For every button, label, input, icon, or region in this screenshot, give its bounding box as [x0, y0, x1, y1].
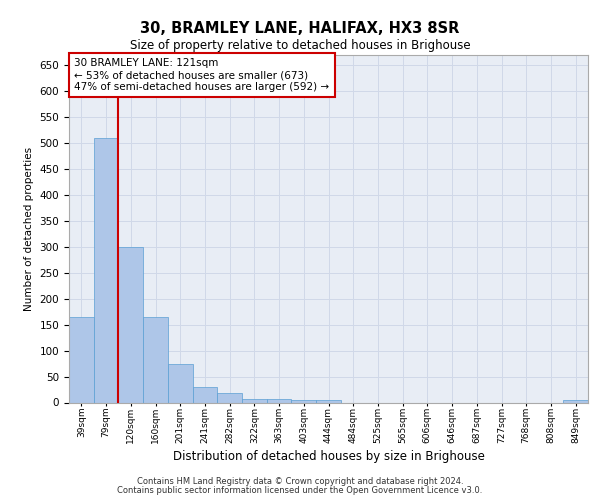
Bar: [316, 400, 341, 402]
Bar: [292, 400, 316, 402]
Bar: [118, 247, 143, 402]
Text: 30, BRAMLEY LANE, HALIFAX, HX3 8SR: 30, BRAMLEY LANE, HALIFAX, HX3 8SR: [140, 21, 460, 36]
Bar: [267, 399, 292, 402]
Bar: [143, 317, 168, 402]
Bar: [242, 399, 267, 402]
Bar: [94, 138, 118, 402]
Text: Size of property relative to detached houses in Brighouse: Size of property relative to detached ho…: [130, 39, 470, 52]
Bar: [563, 400, 588, 402]
Bar: [69, 317, 94, 402]
Bar: [168, 364, 193, 403]
Text: 30 BRAMLEY LANE: 121sqm
← 53% of detached houses are smaller (673)
47% of semi-d: 30 BRAMLEY LANE: 121sqm ← 53% of detache…: [74, 58, 329, 92]
X-axis label: Distribution of detached houses by size in Brighouse: Distribution of detached houses by size …: [173, 450, 484, 463]
Bar: [193, 387, 217, 402]
Text: Contains HM Land Registry data © Crown copyright and database right 2024.: Contains HM Land Registry data © Crown c…: [137, 477, 463, 486]
Text: Contains public sector information licensed under the Open Government Licence v3: Contains public sector information licen…: [118, 486, 482, 495]
Y-axis label: Number of detached properties: Number of detached properties: [24, 146, 34, 311]
Bar: [217, 393, 242, 402]
